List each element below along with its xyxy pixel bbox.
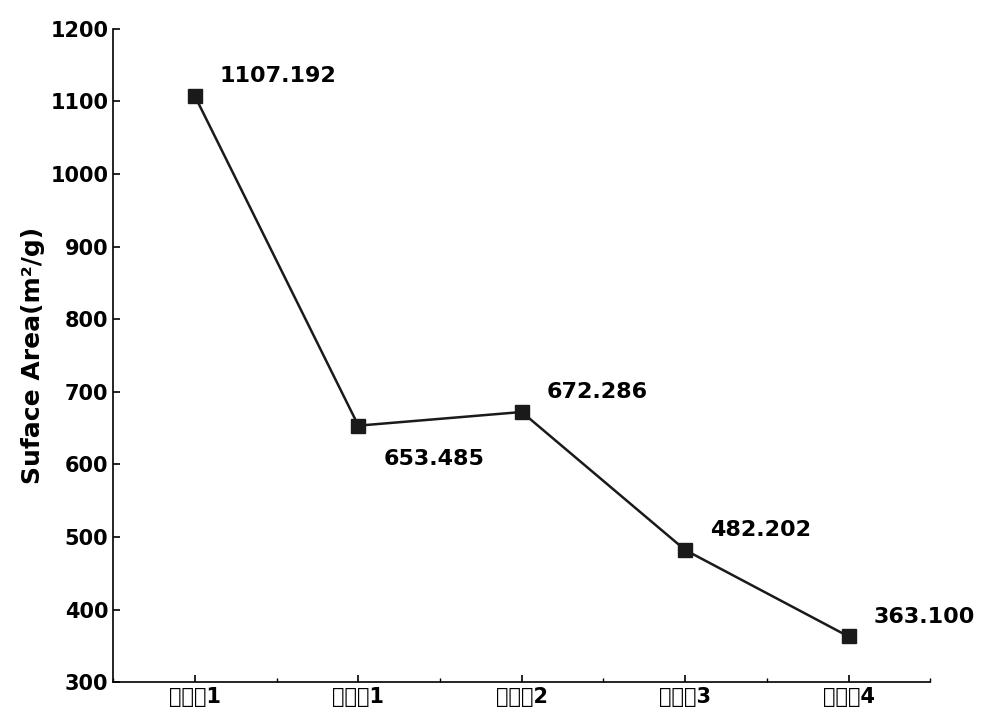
Text: 1107.192: 1107.192 — [220, 66, 337, 87]
Text: 482.202: 482.202 — [710, 520, 811, 540]
Text: 672.286: 672.286 — [547, 382, 648, 402]
Text: 653.485: 653.485 — [383, 448, 484, 469]
Text: 363.100: 363.100 — [874, 606, 975, 627]
Y-axis label: Suface Area(m²/g): Suface Area(m²/g) — [21, 227, 45, 484]
